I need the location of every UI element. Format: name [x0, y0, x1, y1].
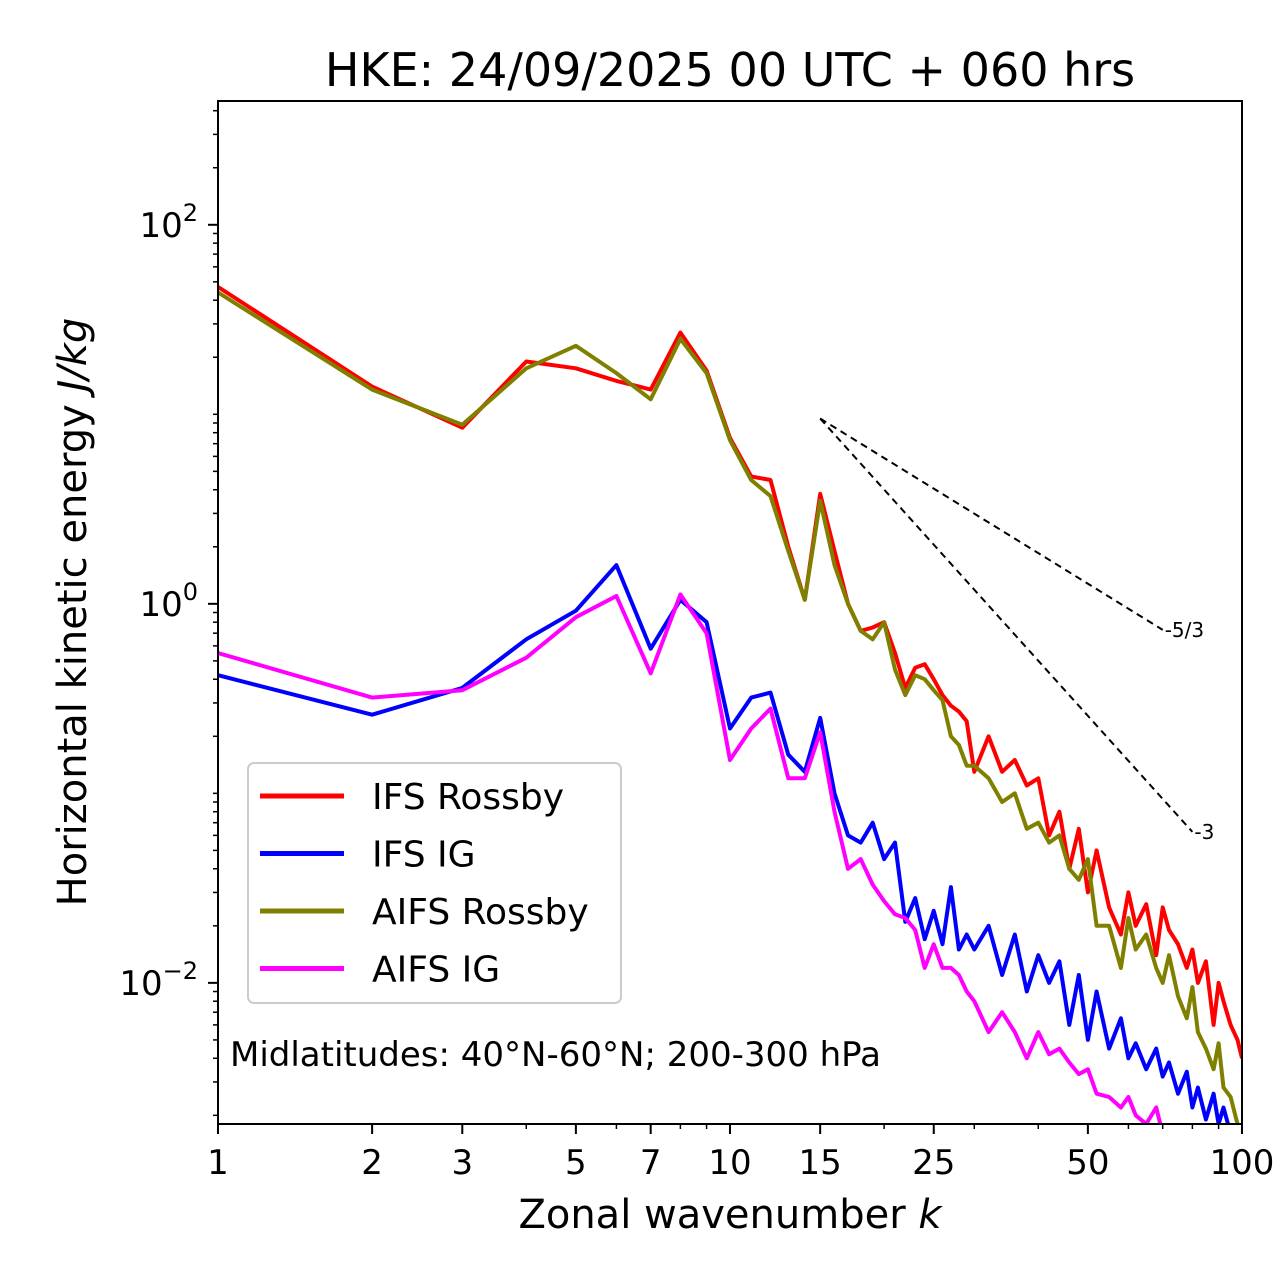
y-tick-label: 10−2 — [119, 957, 198, 1004]
reference-line — [819, 417, 1194, 833]
y-tick-base: 10 — [139, 206, 182, 246]
y-tick-exponent: 0 — [183, 578, 198, 606]
plot-frame — [217, 100, 1243, 1125]
y-tick-base: 10 — [119, 964, 162, 1004]
x-tick-label: 7 — [640, 1143, 662, 1183]
x-tick-label: 100 — [1210, 1143, 1275, 1183]
reference-line-label: -5/3 — [1165, 618, 1204, 642]
reference-line-label: -3 — [1194, 820, 1214, 844]
x-tick-label: 3 — [451, 1143, 473, 1183]
legend: IFS Rossby IFS IG AIFS Rossby AIFS IG — [247, 762, 622, 1004]
legend-items: IFS Rossby IFS IG AIFS Rossby AIFS IG — [260, 777, 589, 991]
y-tick-label: 102 — [139, 199, 198, 246]
x-tick-label: 15 — [799, 1143, 842, 1183]
y-tick-base: 10 — [139, 585, 182, 625]
legend-box — [247, 762, 622, 1004]
x-axis-label: Zonal wavenumber k — [518, 1192, 943, 1238]
reference-line — [819, 417, 1164, 631]
y-axis-label: Horizontal kinetic energy J/kg — [50, 318, 96, 907]
series-line-aifs-ig — [218, 592, 1163, 1124]
series-line-aifs-rossby — [218, 290, 1240, 1124]
y-tick-exponent: −2 — [163, 957, 198, 985]
x-tick-label: 10 — [708, 1143, 751, 1183]
region-annotation: Midlatitudes: 40°N-60°N; 200-300 hPa — [230, 1035, 881, 1075]
x-tick-label: 2 — [361, 1143, 383, 1183]
x-tick-label: 1 — [207, 1143, 229, 1183]
x-tick-label: 25 — [912, 1143, 955, 1183]
reference-lines: -5/3 -3 — [819, 417, 1214, 844]
x-tick-label: 50 — [1066, 1143, 1109, 1183]
x-tick-label: 5 — [565, 1143, 587, 1183]
y-tick-exponent: 2 — [183, 199, 198, 227]
series-line-ifs-ig — [218, 563, 1240, 1124]
series-group — [218, 285, 1242, 1124]
legend-label: IFS IG — [372, 835, 476, 876]
chart-title: HKE: 24/09/2025 00 UTC + 060 hrs — [325, 43, 1135, 97]
legend-label: IFS Rossby — [372, 777, 564, 818]
x-tick-labels: 1 2 3 5 7 10 15 25 50 100 — [207, 1143, 1274, 1183]
y-tick-label: 100 — [139, 578, 198, 625]
legend-label: AIFS IG — [372, 950, 500, 991]
legend-label: AIFS Rossby — [372, 892, 589, 933]
